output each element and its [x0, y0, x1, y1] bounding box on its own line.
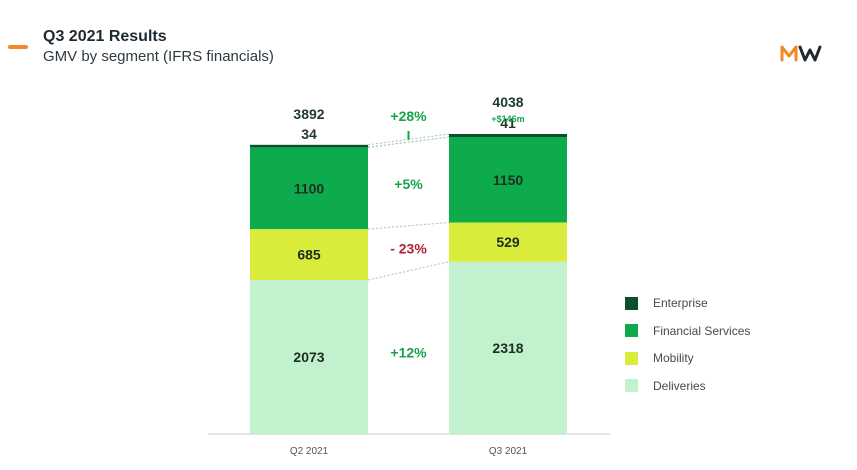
logo-m-mark — [780, 45, 798, 62]
data-label-deliveries-1: 2073 — [293, 349, 324, 365]
connector-line-2 — [367, 221, 450, 230]
company-logo — [780, 45, 822, 62]
legend-label-mobility: Mobility — [653, 351, 694, 365]
legend-swatch-enterprise — [625, 296, 638, 310]
change-label-mobility: - 23% — [390, 240, 427, 256]
x-tick-label-1: Q2 2021 — [290, 446, 329, 457]
legend-label-financial-services: Financial Services — [653, 323, 751, 338]
bar-segment-deliveries-2 — [449, 261, 567, 434]
connector-line-enterprise-base — [367, 136, 450, 148]
legend-label-enterprise: Enterprise — [653, 296, 708, 310]
page-title: Q3 2021 Results — [43, 28, 167, 45]
connector-line-1 — [367, 261, 450, 281]
bar-segment-financial-services-1 — [250, 147, 368, 230]
data-label-enterprise-2: 41 — [500, 115, 516, 131]
legend-swatch-financial-services — [625, 324, 638, 337]
change-label-enterprise: +28% — [390, 108, 427, 124]
accent-bar — [8, 45, 28, 49]
legend-item-mobility: Mobility — [625, 351, 750, 365]
legend-swatch-deliveries — [625, 379, 638, 392]
logo-w-mark — [798, 45, 822, 62]
bar-segment-enterprise-2 — [449, 133, 567, 138]
data-label-mobility-2: 529 — [496, 234, 520, 250]
total-change-note: +$146m — [491, 114, 524, 124]
bar-segment-deliveries-1 — [250, 279, 368, 434]
data-label-financial-services-1: 1100 — [294, 180, 325, 196]
bar-segment-enterprise-1 — [250, 144, 368, 148]
total-label-2: 4038 — [492, 94, 523, 110]
data-label-financial-services-2: 1150 — [493, 172, 524, 188]
data-label-mobility-1: 685 — [297, 247, 321, 263]
legend-item-deliveries: Deliveries — [625, 379, 750, 393]
page-subtitle: GMV by segment (IFRS financials) — [43, 48, 274, 65]
legend-swatch-mobility — [625, 351, 638, 365]
bar-segment-financial-services-2 — [449, 137, 567, 223]
bar-segment-mobility-1 — [250, 229, 368, 280]
x-tick-label-2: Q3 2021 — [489, 446, 528, 457]
change-label-deliveries: +12% — [390, 344, 427, 360]
total-label-1: 3892 — [293, 106, 324, 122]
legend-item-enterprise: Enterprise — [625, 296, 750, 310]
data-label-deliveries-2: 2318 — [492, 340, 523, 356]
chart-legend: Enterprise Financial Services Mobility Deli… — [625, 296, 750, 406]
legend-item-financial-services: Financial Services — [625, 324, 750, 338]
bar-segment-mobility-2 — [449, 222, 567, 262]
legend-label-deliveries: Deliveries — [653, 378, 706, 393]
data-label-enterprise-1: 34 — [301, 126, 317, 142]
change-label-financial-services: +5% — [394, 176, 423, 192]
